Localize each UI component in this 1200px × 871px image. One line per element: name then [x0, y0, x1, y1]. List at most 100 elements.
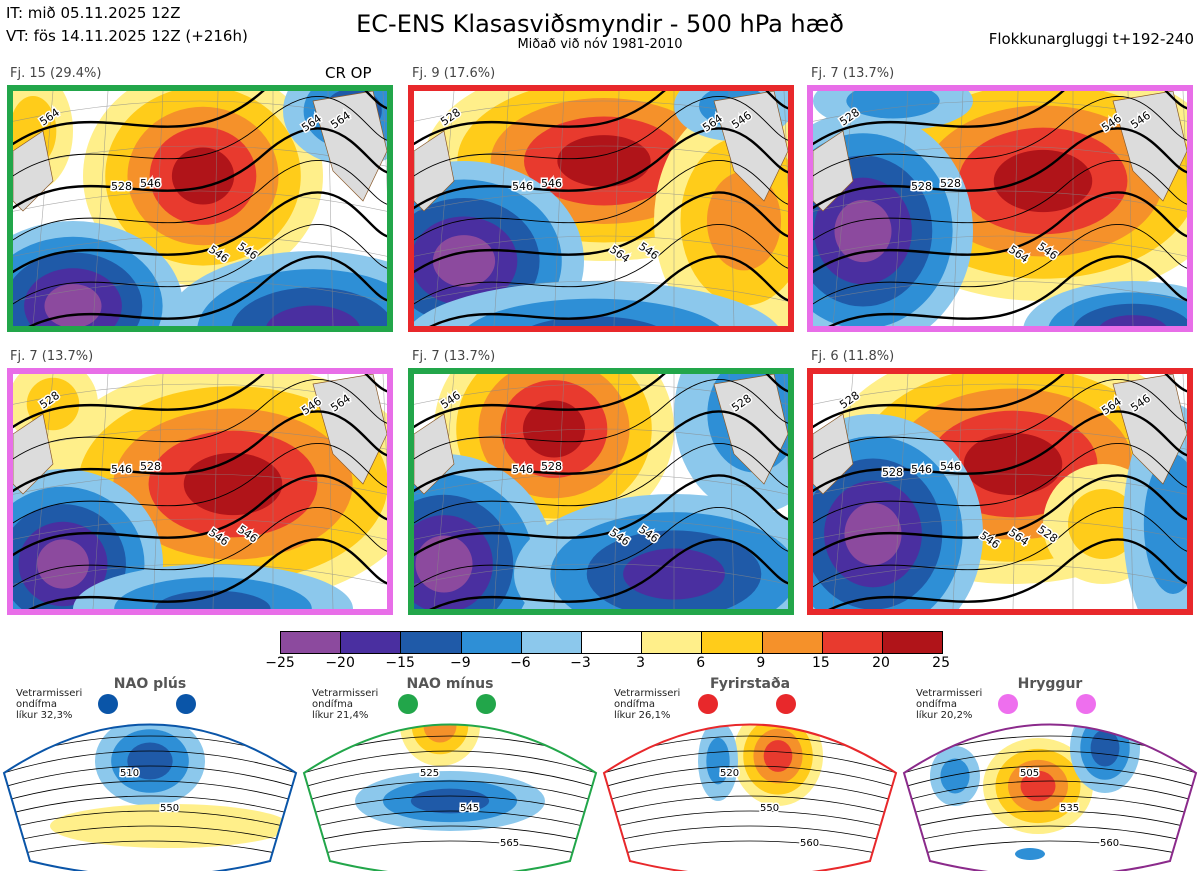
contour-label: 546 [111, 463, 132, 476]
latitude-line [813, 473, 1187, 495]
latitude-line [813, 563, 1187, 585]
longitude-line [1012, 91, 1019, 326]
height-contour [813, 410, 1187, 493]
regime-note: Vetrarmisseri ondífma líkur 32,3% [16, 688, 83, 721]
longitude-line [152, 91, 164, 326]
landmass-outline [713, 91, 788, 202]
longitude-line [952, 91, 964, 326]
cluster-map-panel[interactable]: 528 528 546 564 546 546 546 [7, 368, 393, 615]
colorbar-tick-label: −25 [265, 655, 295, 671]
regime-contour-label: 560 [1100, 838, 1119, 849]
regime-height-contour [604, 825, 896, 845]
regime-height-contour [304, 825, 596, 845]
regime-height-contour [304, 780, 596, 803]
regime-shading [940, 758, 970, 794]
height-contour [13, 224, 387, 305]
regime-contour-label: 510 [120, 768, 139, 779]
regime-contour-label: 565 [500, 838, 519, 849]
regime-shading [1020, 770, 1056, 802]
latitude-line [813, 235, 1187, 257]
longitude-line [1182, 374, 1187, 476]
height-contour [414, 443, 788, 524]
regime-contour-label: 545 [460, 803, 479, 814]
cluster-map-panel[interactable]: 546 528 546 528 546 546 [408, 368, 794, 615]
coastlines [813, 91, 1187, 212]
regime-title: NAO plús [113, 676, 187, 692]
longitude-line [783, 374, 788, 476]
regime-contour-label: 535 [1060, 803, 1079, 814]
regime-height-contour [4, 780, 296, 803]
height-contour [813, 374, 1187, 429]
regime-contour-label: 550 [760, 803, 779, 814]
regime-contour-labels: 520 550 560 [719, 767, 821, 851]
regime-height-contour [304, 795, 596, 817]
anomaly-shading [468, 298, 720, 326]
longitude-line [32, 374, 54, 609]
height-contour [414, 474, 788, 557]
regime-anomaly [604, 724, 896, 871]
anomaly-fill [813, 91, 1187, 326]
height-contour [13, 96, 387, 177]
longitude-line [382, 374, 387, 476]
colorbar-tick-label: −9 [449, 655, 471, 671]
colorbar-tick-label: −3 [570, 655, 591, 671]
panel-label: Fj. 15 (29.4%) [10, 66, 102, 81]
colorbar-tick-label: −15 [385, 655, 415, 671]
colorbar-tick-label: 15 [811, 655, 830, 671]
regime-title: NAO mínus [406, 676, 494, 692]
regime-height-contour [604, 840, 896, 859]
colorbar-swatch [521, 632, 582, 653]
cluster-map-panel[interactable]: 528 546 546 546 546 564 564 [408, 85, 794, 332]
latitude-line [414, 563, 788, 585]
regime-ridge: Hryggur Vetrarmisseri ondífma líkur 20,2… [900, 676, 1200, 871]
regime-marker-dot [1076, 694, 1096, 714]
contour-label: 528 [882, 466, 903, 479]
coastlines [813, 374, 1187, 495]
colorbar-swatch [461, 632, 522, 653]
regime-blocking: Fyrirstaða Vetrarmisseri ondífma líkur 2… [600, 676, 900, 871]
longitude-line [433, 374, 455, 609]
thick-contours [414, 91, 788, 326]
regime-shading [763, 740, 793, 772]
height-contour [13, 91, 387, 146]
regime-note: Vetrarmisseri ondífma líkur 21,4% [312, 688, 379, 721]
longitude-line [1012, 374, 1019, 609]
anomaly-shading [183, 452, 283, 516]
contour-label: 546 [140, 177, 161, 190]
regime-anomaly [4, 724, 296, 871]
anomaly-shading [44, 283, 102, 326]
height-contour [813, 191, 1187, 274]
longitude-line [613, 91, 620, 326]
height-contour [813, 96, 1187, 177]
longitude-line [92, 91, 109, 326]
regime-contour-labels: 510 550 [119, 767, 181, 816]
regime-marker-dot [176, 694, 196, 714]
regime-contour-labels: 525 545 565 [419, 767, 521, 851]
panel-label: Fj. 7 (13.7%) [10, 349, 94, 364]
cluster-map-panel[interactable]: 564 546 546 564 528 546 564 [7, 85, 393, 332]
height-contour [414, 379, 788, 460]
regime-height-contour [904, 810, 1196, 831]
regime-shading [423, 724, 457, 743]
height-contour [813, 379, 1187, 460]
cluster-map-panel[interactable]: 528 546 528 546 546 564 564 528 546 [807, 368, 1193, 615]
regime-map: 505 535 560 [902, 723, 1198, 871]
regime-contour-label: 505 [1020, 768, 1039, 779]
regime-map: 525 545 565 [302, 723, 598, 871]
height-contour [13, 160, 387, 241]
contour-label: 528 [111, 180, 132, 193]
thin-contours [414, 96, 788, 305]
height-contour [414, 127, 788, 210]
regime-contour-label: 550 [160, 803, 179, 814]
contour-label: 528 [911, 180, 932, 193]
regime-sector-outline [302, 723, 598, 871]
height-contour [429, 255, 788, 326]
height-contour [13, 410, 387, 493]
valid-time: VT: fös 14.11.2025 12Z (+216h) [6, 27, 248, 45]
regime-height-contour [904, 765, 1196, 789]
cluster-map-panel[interactable]: 528 528 546 546 528 564 546 [807, 85, 1193, 332]
thin-contours [813, 96, 1187, 305]
regime-contour-label: 560 [800, 838, 819, 849]
longitude-line [952, 374, 964, 609]
